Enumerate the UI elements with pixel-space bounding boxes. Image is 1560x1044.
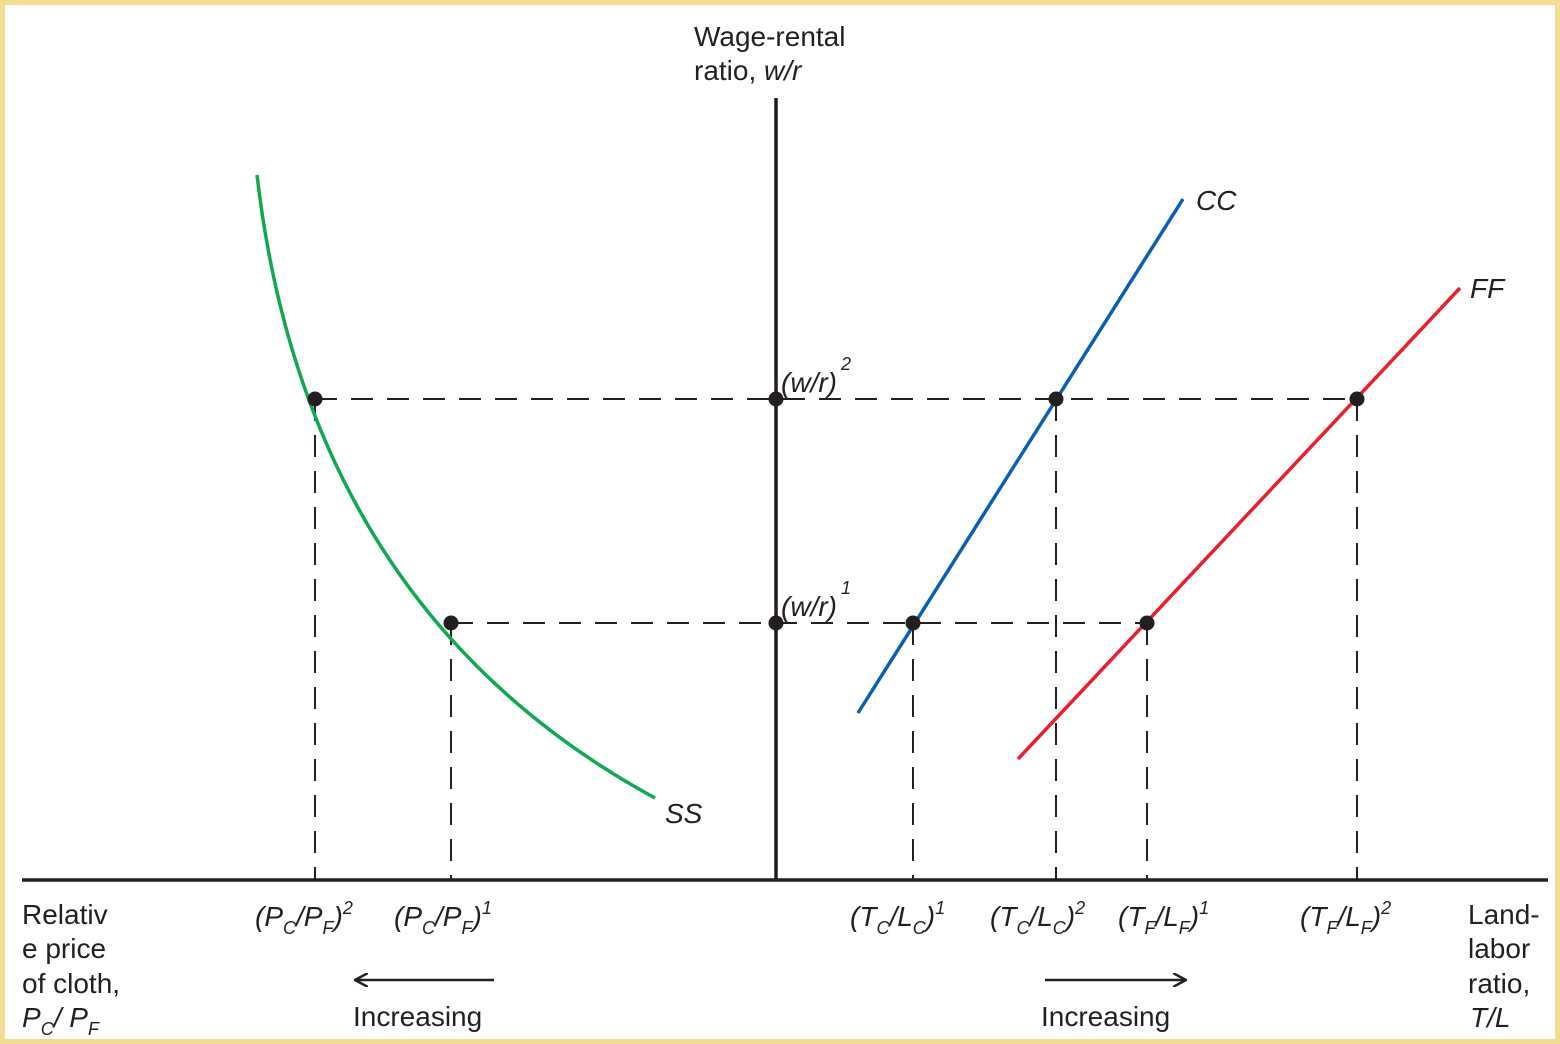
left-axis-label: Relativ e price of cloth,	[22, 899, 120, 999]
point-ss-wr2	[307, 391, 323, 407]
point-ff-wr2	[1349, 391, 1365, 407]
tclc2-tick-label: (TC/LC)2	[990, 898, 1085, 938]
cc-label: CC	[1196, 185, 1237, 216]
ff-line	[1016, 286, 1462, 761]
vertical-axis-title: Wage-rental ratio, w/r	[694, 21, 853, 86]
tflf2-tick-label: (TF/LF)2	[1300, 898, 1391, 938]
point-cc-wr1	[905, 615, 921, 631]
ss-label: SS	[665, 798, 703, 829]
wr2-label: (w/r)2	[781, 354, 851, 398]
tflf1-tick-label: (TF/LF)1	[1118, 898, 1209, 938]
point-ff-wr1	[1139, 615, 1155, 631]
pcpf2-tick-label: (PC/PF)2	[255, 898, 353, 938]
pcpf1-tick-label: (PC/PF)1	[394, 898, 492, 938]
point-cc-wr2	[1048, 391, 1064, 407]
left-increasing-label: Increasing	[353, 1001, 482, 1032]
ff-label: FF	[1470, 273, 1506, 304]
point-axis-wr1	[768, 615, 784, 631]
left-axis-symbol: PC/ PF	[22, 1002, 100, 1039]
ss-curve	[255, 174, 656, 800]
point-axis-wr2	[768, 391, 784, 407]
right-increasing-label: Increasing	[1041, 1001, 1170, 1032]
equilibrium-points	[307, 391, 1365, 631]
wr1-label: (w/r)1	[781, 578, 851, 622]
point-ss-wr1	[443, 615, 459, 631]
right-axis-label: Land- labor ratio,	[1468, 899, 1547, 999]
right-axis-symbol: T/L	[1470, 1002, 1510, 1033]
guide-lines	[314, 398, 1358, 880]
tclc1-tick-label: (TC/LC)1	[850, 898, 945, 938]
